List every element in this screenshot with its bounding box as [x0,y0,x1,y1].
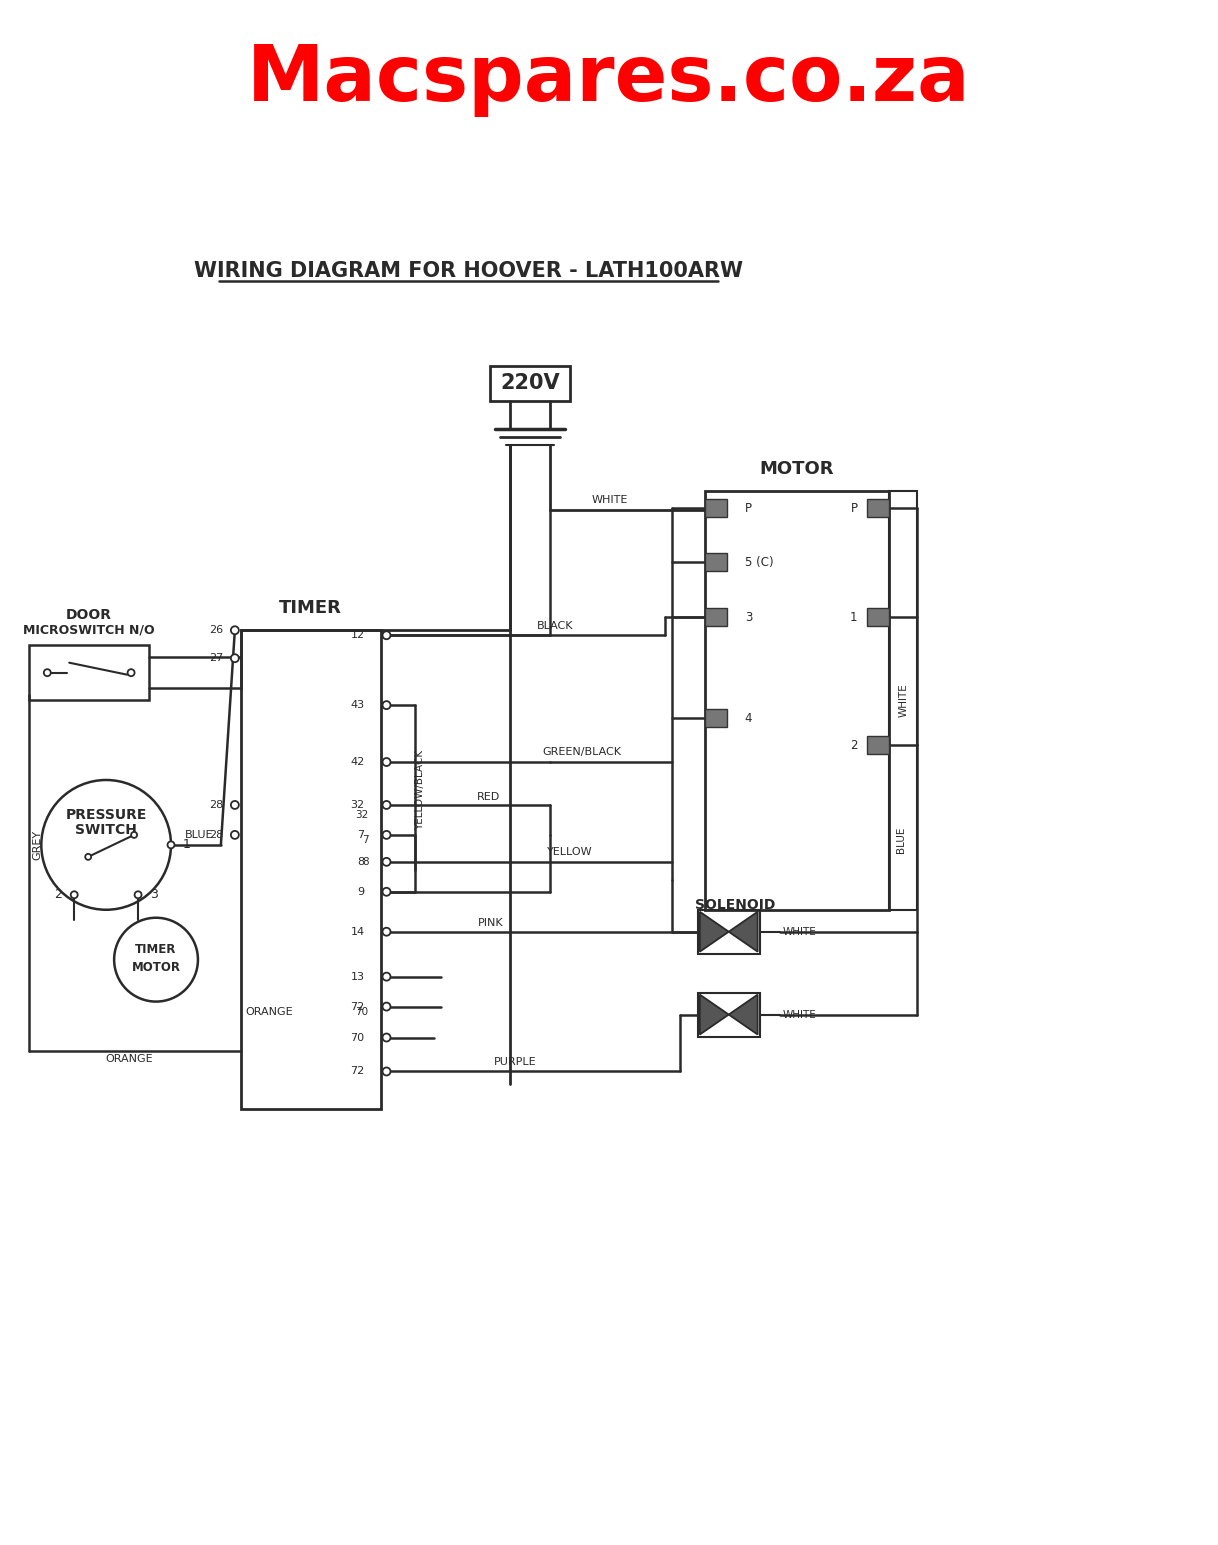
Bar [705,490,889,910]
Text: WHITE: WHITE [783,1009,816,1020]
Circle shape [231,654,239,663]
Text: 2: 2 [55,888,62,901]
Text: 3: 3 [744,610,752,624]
Text: MICROSWITCH N/O: MICROSWITCH N/O [23,624,155,637]
Text: GREY: GREY [33,830,43,861]
Text: PURPLE: PURPLE [495,1057,536,1068]
Text: 220V: 220V [501,374,560,392]
Text: 9: 9 [357,887,364,896]
Text: 27: 27 [208,654,223,663]
Circle shape [231,831,239,839]
Text: 2: 2 [850,739,857,751]
Circle shape [382,927,391,936]
Circle shape [132,831,138,837]
Text: P: P [850,502,857,514]
Text: ORANGE: ORANGE [245,1007,292,1017]
Circle shape [71,891,78,898]
Bar [698,910,760,953]
Text: BLUE: BLUE [896,827,906,853]
Bar [29,646,149,700]
Text: 28: 28 [208,800,223,810]
Text: Macspares.co.za: Macspares.co.za [247,42,971,117]
Circle shape [382,701,391,709]
Text: 3: 3 [150,888,158,901]
Text: RED: RED [476,793,499,802]
Text: 7: 7 [357,830,364,840]
Polygon shape [700,995,728,1035]
Text: MOTOR: MOTOR [760,459,834,477]
Bar [241,630,380,1109]
Polygon shape [700,912,728,952]
Text: WHITE: WHITE [592,496,628,505]
Bar [698,992,760,1037]
Circle shape [382,759,391,766]
Bar [889,490,917,910]
Text: PRESSURE: PRESSURE [66,808,147,822]
Text: 7: 7 [362,834,369,845]
Circle shape [382,632,391,640]
Circle shape [134,891,141,898]
Polygon shape [728,995,758,1035]
Text: 26: 26 [208,626,223,635]
Text: 1: 1 [850,610,857,624]
Text: 72: 72 [351,1066,364,1077]
Text: 13: 13 [351,972,364,981]
Bar [705,499,727,518]
Circle shape [85,854,91,861]
Circle shape [382,800,391,810]
Text: SWITCH: SWITCH [76,823,138,837]
Text: GREEN/BLACK: GREEN/BLACK [542,748,621,757]
Text: 4: 4 [744,712,753,725]
Text: BLACK: BLACK [537,621,574,632]
Text: 42: 42 [351,757,364,766]
Text: 43: 43 [351,700,364,711]
Circle shape [382,973,391,981]
Text: 12: 12 [351,630,364,640]
Circle shape [382,1034,391,1041]
Text: P: P [744,502,752,514]
Text: BLUE: BLUE [185,830,213,840]
Bar [867,609,889,626]
Text: TIMER: TIMER [279,599,342,618]
Text: YELLOW: YELLOW [547,847,593,857]
Polygon shape [728,912,758,952]
Text: 1: 1 [183,839,191,851]
Text: DOOR: DOOR [66,609,112,623]
Text: SOLENOID: SOLENOID [694,898,775,912]
Circle shape [231,800,239,810]
Circle shape [382,1003,391,1010]
Text: 70: 70 [356,1007,369,1017]
Circle shape [128,669,134,677]
Text: 8: 8 [357,857,364,867]
Text: WHITE: WHITE [783,927,816,936]
Text: WHITE: WHITE [899,683,909,717]
Text: 72: 72 [351,1001,364,1012]
Text: 70: 70 [351,1032,364,1043]
Bar [705,709,727,728]
Text: YELLOW/BLACK: YELLOW/BLACK [415,749,425,830]
Bar [491,366,570,400]
Text: MOTOR: MOTOR [132,961,180,975]
Circle shape [382,1068,391,1075]
Circle shape [382,888,391,896]
Text: 8: 8 [362,857,369,867]
Bar [867,735,889,754]
Text: 32: 32 [356,810,369,820]
Text: ORANGE: ORANGE [105,1055,153,1065]
Circle shape [168,842,174,848]
Text: 28: 28 [208,830,223,840]
Text: PINK: PINK [477,918,503,927]
Bar [705,609,727,626]
Circle shape [44,669,51,677]
Text: TIMER: TIMER [135,942,177,956]
Circle shape [231,626,239,635]
Text: 32: 32 [351,800,364,810]
Text: WIRING DIAGRAM FOR HOOVER - LATH100ARW: WIRING DIAGRAM FOR HOOVER - LATH100ARW [194,261,743,281]
Bar [867,499,889,518]
Circle shape [382,857,391,865]
Text: 14: 14 [351,927,364,936]
Bar [705,553,727,572]
Circle shape [382,831,391,839]
Text: 5 (C): 5 (C) [744,556,773,569]
